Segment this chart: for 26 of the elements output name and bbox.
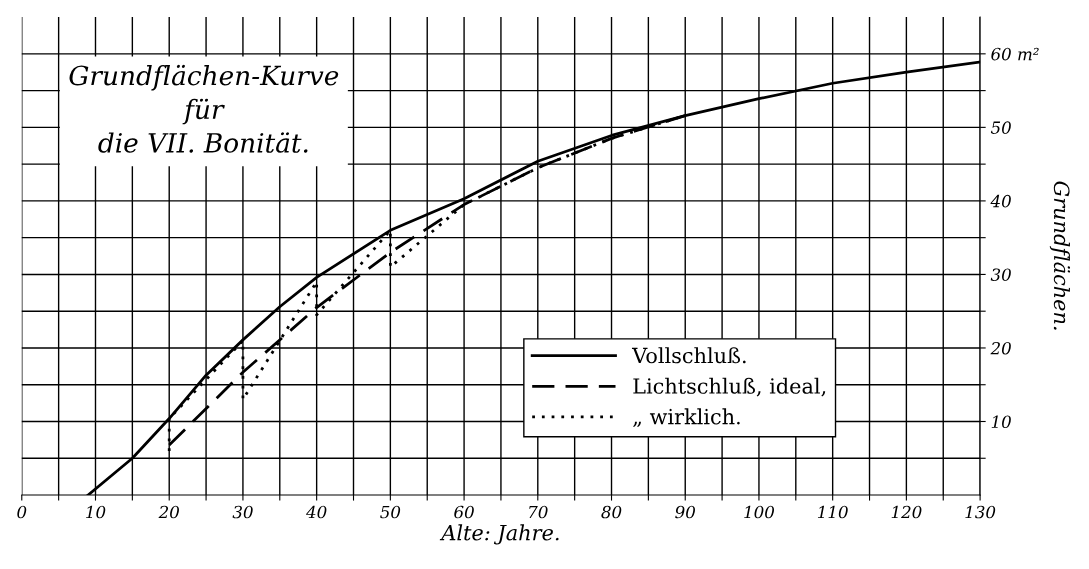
x-tick-label: 0 [17, 505, 27, 519]
y-tick-label: 20 [990, 341, 1011, 355]
x-tick-label: 70 [529, 505, 548, 519]
x-tick-label: 50 [380, 505, 401, 519]
legend-label: Lichtschluß, ideal, [633, 377, 826, 397]
x-tick-label: 30 [232, 505, 253, 519]
legend-label: „ wirklich. [633, 408, 740, 427]
x-axis-title: Alte: Jahre. [439, 524, 559, 545]
x-tick-label: 40 [305, 505, 327, 519]
y-tick-label: 30 [990, 268, 1011, 281]
text: Grundflächen-Kurve für die VII. Bonität. [69, 64, 339, 153]
x-tick-label: 80 [601, 505, 622, 519]
x-tick-label: 100 [744, 505, 774, 519]
x-tick-label: 130 [965, 505, 996, 519]
x-tick-label: 20 [158, 505, 179, 519]
x-tick-label: 60 [454, 505, 474, 519]
x-tick-label: 110 [817, 505, 848, 519]
legend-label: Vollschluß. [631, 347, 746, 364]
x-tick-label: 120 [891, 505, 922, 519]
y-tick-label: 40 [990, 194, 1011, 208]
x-tick-label: 90 [675, 505, 695, 519]
y-tick-label: 50 [990, 121, 1011, 134]
y-tick-label: 10 [991, 415, 1011, 429]
y-axis-title: Grundflächen. [1049, 181, 1071, 330]
x-tick-label: 10 [86, 505, 106, 519]
y-tick-label: 60 m² [991, 47, 1039, 61]
